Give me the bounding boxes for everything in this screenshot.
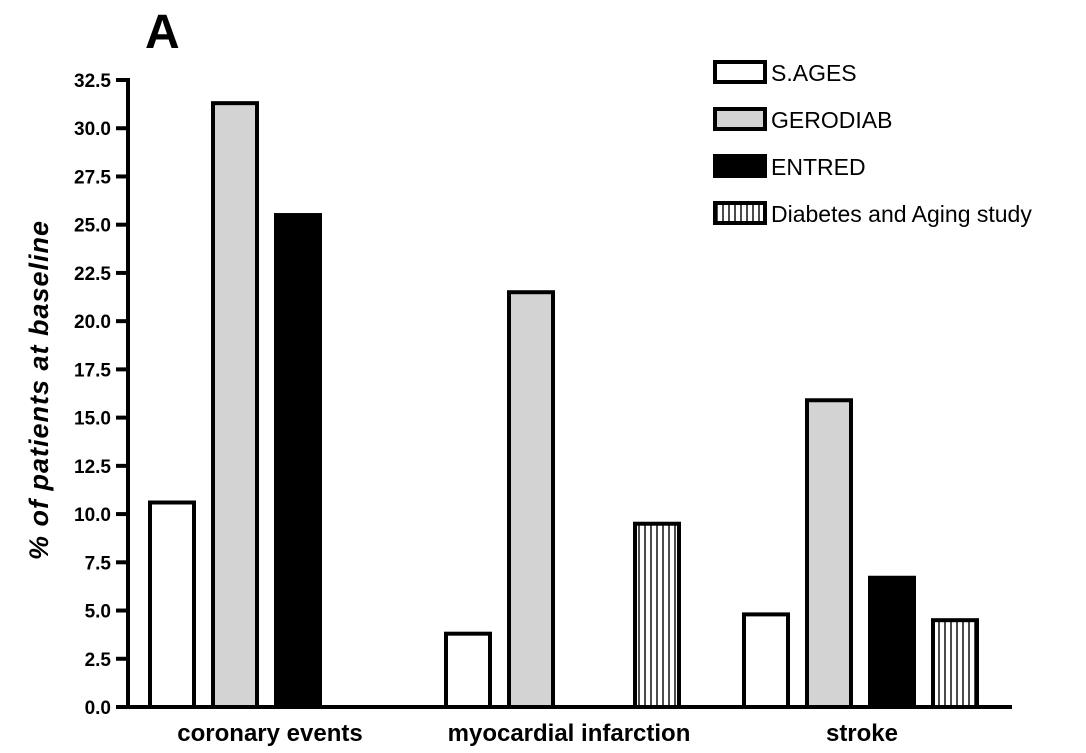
bar-entred-coronary-events bbox=[274, 213, 322, 710]
bar-gerodiab-coronary-events bbox=[211, 101, 259, 710]
y-tick-label: 5.0 bbox=[85, 602, 111, 623]
y-tick-label: 22.5 bbox=[74, 264, 111, 285]
y-tick-label: 25.0 bbox=[74, 216, 111, 237]
legend-entry-label: ENTRED bbox=[771, 154, 866, 180]
y-tick-label: 10.0 bbox=[74, 505, 111, 526]
y-tick-label: 17.5 bbox=[74, 360, 111, 381]
bar-gerodiab-stroke bbox=[805, 398, 853, 709]
bar-diabetes-and-aging-study-stroke bbox=[931, 618, 979, 710]
y-tick-label: 0.0 bbox=[85, 698, 111, 719]
legend-swatch bbox=[713, 107, 767, 131]
y-tick-label: 15.0 bbox=[74, 409, 111, 430]
y-tick-label: 30.0 bbox=[74, 119, 111, 140]
legend-entry-label: Diabetes and Aging study bbox=[771, 201, 1032, 227]
x-category-label: stroke bbox=[826, 720, 898, 747]
legend-swatch bbox=[713, 60, 767, 84]
bar-s-ages-coronary-events bbox=[148, 500, 196, 709]
y-tick-label: 7.5 bbox=[85, 553, 112, 574]
y-tick-label: 32.5 bbox=[74, 71, 111, 92]
bar-s-ages-myocardial-infarction bbox=[444, 631, 492, 709]
legend: S.AGES GERODIAB ENTRED Diabetes and Aging s… bbox=[713, 60, 1032, 227]
legend-swatch bbox=[713, 154, 767, 178]
y-tick-label: 12.5 bbox=[74, 457, 111, 478]
y-axis-label: % of patients at baseline bbox=[24, 220, 54, 560]
bar-entred-stroke bbox=[868, 575, 916, 709]
bar-gerodiab-myocardial-infarction bbox=[507, 290, 555, 709]
bars-group bbox=[148, 101, 979, 710]
panel-label: A bbox=[145, 6, 180, 59]
legend-swatch bbox=[713, 201, 767, 225]
bar-diabetes-and-aging-study-myocardial-infarction bbox=[633, 521, 681, 709]
legend-entry-label: S.AGES bbox=[771, 60, 857, 86]
axes-group: 0.0 2.5 5.0 7.5 10.0 12.5 15.0 17.5 20.0 22.5 25.0… bbox=[74, 71, 1012, 747]
x-category-label: coronary events bbox=[177, 720, 362, 747]
y-tick-label: 20.0 bbox=[74, 312, 111, 333]
legend-entry-label: GERODIAB bbox=[771, 107, 892, 133]
y-tick-label: 2.5 bbox=[85, 650, 112, 671]
x-category-label: myocardial infarction bbox=[448, 720, 691, 747]
y-tick-label: 27.5 bbox=[74, 167, 111, 188]
bar-s-ages-stroke bbox=[742, 612, 790, 709]
